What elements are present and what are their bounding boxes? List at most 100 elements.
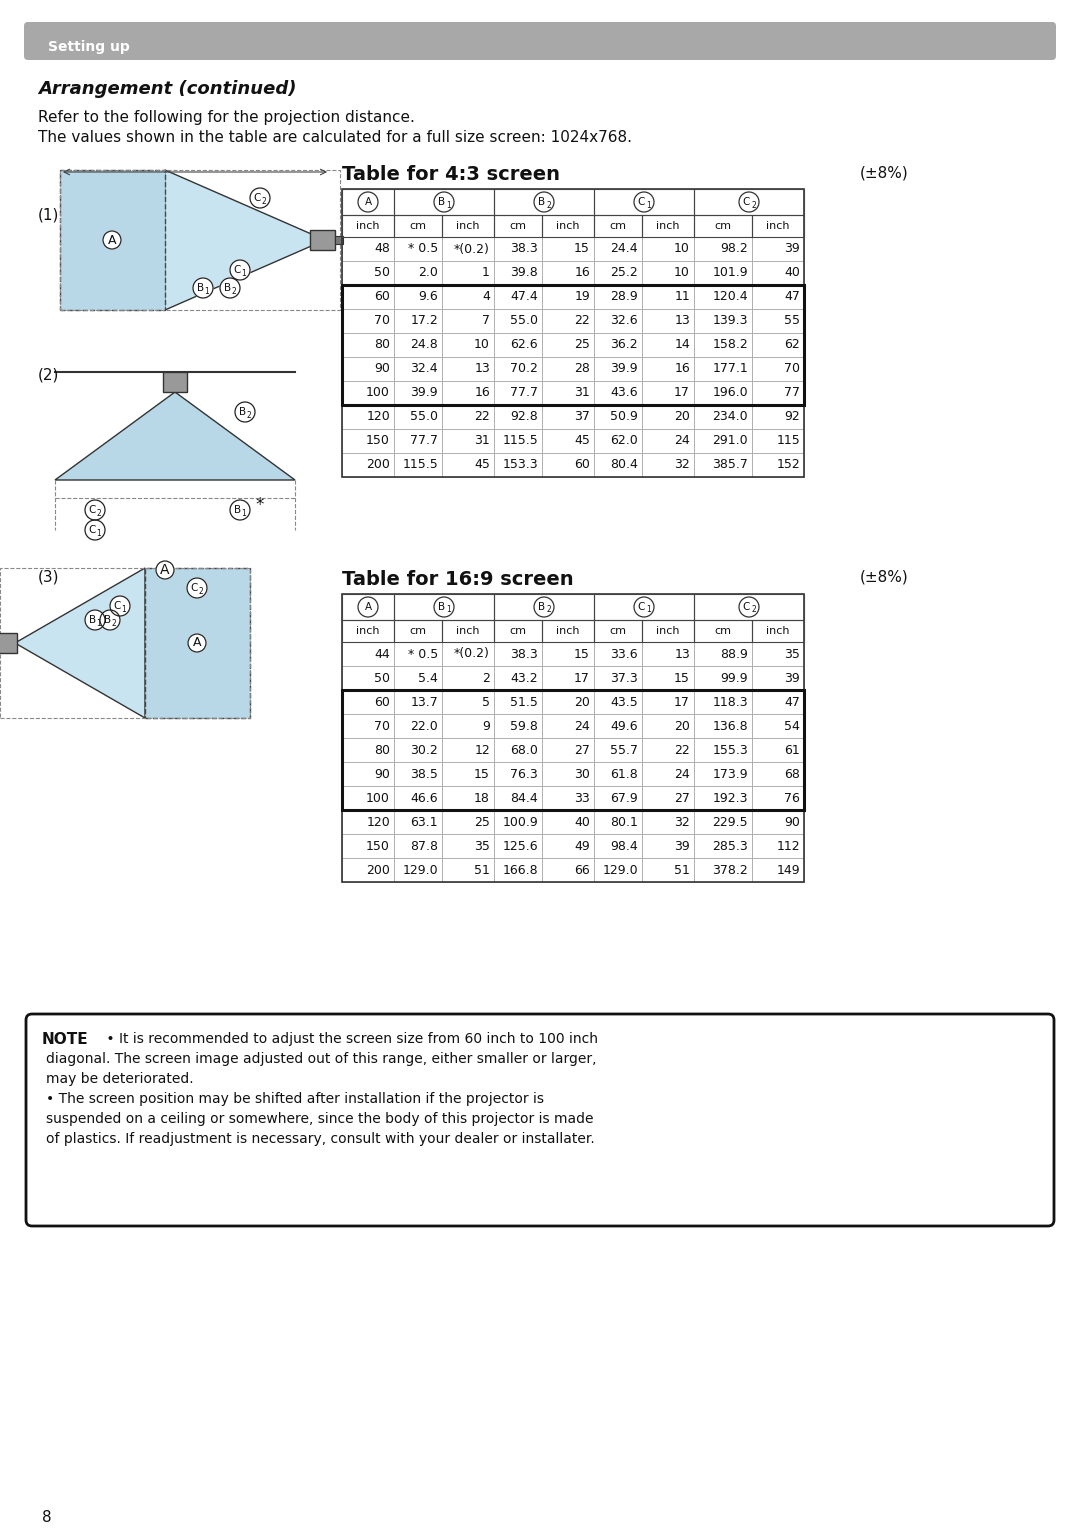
Text: 55.0: 55.0	[510, 314, 538, 328]
Bar	[342, 285, 394, 309]
Text: 70: 70	[784, 363, 800, 375]
Bar	[752, 214, 804, 237]
Bar	[542, 309, 594, 332]
Bar	[542, 285, 594, 309]
Bar	[752, 714, 804, 738]
Text: 47.4: 47.4	[510, 291, 538, 303]
Text: 99.9: 99.9	[720, 671, 748, 685]
Text: 13: 13	[474, 363, 490, 375]
Text: 115.5: 115.5	[402, 458, 438, 472]
Text: 16: 16	[575, 267, 590, 279]
Bar	[394, 620, 442, 642]
Text: B: B	[437, 602, 445, 611]
Text: (±8%): (±8%)	[860, 570, 908, 585]
Bar	[752, 381, 804, 404]
Text: 118.3: 118.3	[713, 696, 748, 708]
Bar	[542, 214, 594, 237]
Text: 120.4: 120.4	[713, 291, 748, 303]
Text: 27: 27	[575, 743, 590, 757]
Bar	[394, 666, 442, 689]
Text: inch: inch	[356, 627, 380, 636]
Bar	[342, 260, 394, 285]
Text: 177.1: 177.1	[712, 363, 748, 375]
Bar	[694, 285, 752, 309]
Text: 14: 14	[674, 339, 690, 351]
Circle shape	[235, 401, 255, 421]
Bar	[642, 285, 694, 309]
Text: 39.8: 39.8	[510, 267, 538, 279]
Bar	[442, 810, 494, 833]
Text: 47: 47	[784, 696, 800, 708]
Bar	[342, 309, 394, 332]
Text: 51: 51	[474, 864, 490, 876]
Text: 98.4: 98.4	[610, 840, 638, 852]
Text: 39.9: 39.9	[610, 363, 638, 375]
Text: 32: 32	[674, 458, 690, 472]
Bar	[494, 453, 542, 476]
Circle shape	[188, 634, 206, 653]
Text: 90: 90	[374, 768, 390, 780]
Text: C: C	[233, 265, 241, 276]
Bar	[342, 689, 394, 714]
Bar	[752, 858, 804, 882]
Text: 2: 2	[246, 411, 252, 420]
Text: • The screen position may be shifted after installation if the projector is: • The screen position may be shifted aft…	[46, 1092, 544, 1106]
Bar	[394, 357, 442, 381]
Text: 11: 11	[674, 291, 690, 303]
Bar	[694, 404, 752, 429]
Bar	[542, 381, 594, 404]
Text: 25: 25	[575, 339, 590, 351]
Bar	[342, 332, 394, 357]
Bar	[394, 453, 442, 476]
Text: 35: 35	[474, 840, 490, 852]
Text: C: C	[113, 601, 121, 611]
Bar	[494, 594, 594, 620]
Text: The values shown in the table are calculated for a full size screen: 1024x768.: The values shown in the table are calcul…	[38, 130, 632, 146]
Text: 51: 51	[674, 864, 690, 876]
Text: 70: 70	[374, 720, 390, 732]
Text: 35: 35	[784, 648, 800, 660]
Bar	[342, 404, 394, 429]
Polygon shape	[55, 392, 295, 480]
Polygon shape	[165, 170, 325, 309]
Text: 51.5: 51.5	[510, 696, 538, 708]
Text: 15: 15	[575, 648, 590, 660]
Bar	[342, 786, 394, 810]
Text: cm: cm	[510, 221, 527, 231]
Bar	[394, 237, 442, 260]
Text: 45: 45	[474, 458, 490, 472]
Circle shape	[434, 597, 454, 617]
Text: 62.6: 62.6	[511, 339, 538, 351]
Text: 101.9: 101.9	[713, 267, 748, 279]
Circle shape	[739, 597, 759, 617]
Text: 77: 77	[784, 386, 800, 400]
Circle shape	[634, 597, 654, 617]
Bar	[594, 620, 642, 642]
Bar	[442, 429, 494, 453]
Bar	[594, 188, 694, 214]
Text: 13: 13	[674, 648, 690, 660]
Text: 32.6: 32.6	[610, 314, 638, 328]
Text: 234.0: 234.0	[713, 411, 748, 423]
Bar	[442, 453, 494, 476]
Text: 80: 80	[374, 339, 390, 351]
Text: 37.3: 37.3	[610, 671, 638, 685]
Bar	[694, 761, 752, 786]
Text: 68.0: 68.0	[510, 743, 538, 757]
Text: 15: 15	[474, 768, 490, 780]
Text: 9: 9	[482, 720, 490, 732]
Bar	[642, 666, 694, 689]
Text: 1: 1	[204, 286, 210, 296]
Text: 70: 70	[374, 314, 390, 328]
Bar	[642, 381, 694, 404]
Text: 55: 55	[784, 314, 800, 328]
Bar	[494, 332, 542, 357]
Text: A: A	[192, 636, 201, 650]
Text: C: C	[638, 602, 645, 611]
Bar	[394, 188, 494, 214]
Text: 115: 115	[777, 435, 800, 447]
Bar	[594, 453, 642, 476]
Bar	[342, 357, 394, 381]
Text: 32.4: 32.4	[410, 363, 438, 375]
Bar	[642, 642, 694, 666]
